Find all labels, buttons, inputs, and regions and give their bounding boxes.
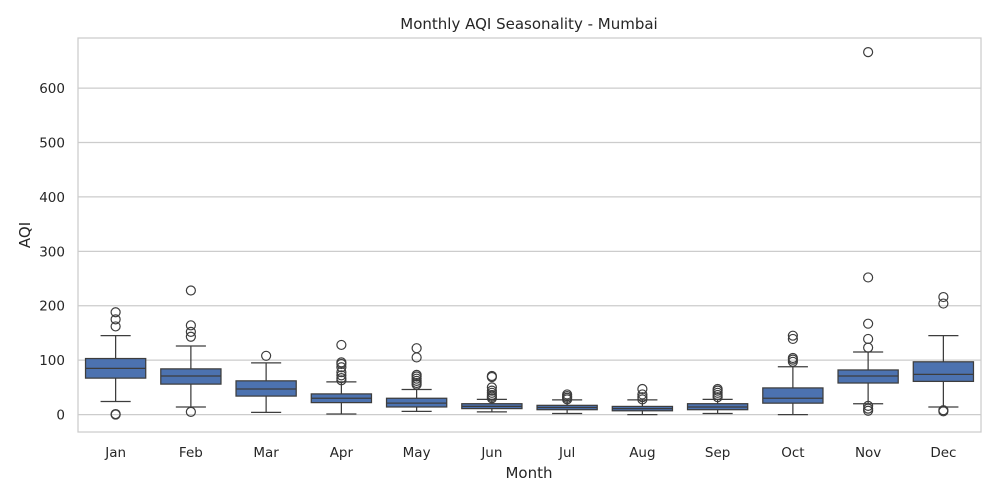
outlier-point: [411, 369, 422, 380]
chart-title: Monthly AQI Seasonality - Mumbai: [400, 15, 657, 33]
outlier-point: [787, 352, 798, 364]
outlier-point: [863, 400, 874, 411]
iqr-box: [762, 387, 824, 404]
outlier-point: [336, 339, 347, 351]
x-axis-label: Month: [505, 464, 552, 482]
outlier-point: [637, 392, 648, 403]
box-dec: [912, 291, 975, 417]
outlier-point: [486, 370, 497, 382]
box-jul: [536, 389, 598, 415]
outlier-point: [185, 320, 196, 331]
outlier-point: [185, 285, 196, 296]
outlier-point: [110, 314, 121, 325]
x-tick-label-jan: Jan: [104, 445, 126, 461]
x-tick-label-aug: Aug: [629, 445, 655, 461]
outlier-point: [261, 350, 272, 361]
outlier-point: [110, 409, 121, 420]
x-tick-label-dec: Dec: [930, 445, 956, 461]
box-may: [385, 343, 448, 412]
y-tick-label-0: 0: [56, 408, 65, 424]
y-axis-ticks: 0 100 200 300 400 500 600: [39, 81, 65, 424]
x-axis-ticks: Jan Feb Mar Apr May Jun Jul Aug Sep Oct Nov Dec: [104, 445, 956, 461]
outlier-point: [637, 389, 648, 400]
outlier-point: [562, 389, 573, 400]
box-mar: [235, 350, 297, 414]
x-tick-label-jul: Jul: [558, 445, 575, 461]
outlier-point: [185, 326, 196, 337]
iqr-box: [912, 361, 975, 383]
y-tick-label-400: 400: [39, 190, 65, 206]
outlier-point: [787, 333, 798, 345]
outlier-point: [863, 403, 874, 414]
box-jan: [84, 307, 147, 420]
outlier-point: [938, 405, 949, 416]
y-tick-label-600: 600: [39, 81, 65, 97]
x-tick-label-apr: Apr: [330, 445, 354, 461]
outlier-point: [938, 298, 949, 309]
x-tick-label-jun: Jun: [480, 445, 502, 461]
y-axis-label: AQI: [16, 222, 34, 248]
y-tick-label-500: 500: [39, 135, 65, 151]
outlier-point: [712, 383, 723, 395]
outlier-point: [486, 385, 497, 396]
box-feb: [160, 285, 222, 417]
x-tick-label-feb: Feb: [179, 445, 203, 461]
outlier-point: [863, 47, 874, 58]
y-tick-label-300: 300: [39, 244, 65, 260]
x-tick-label-may: May: [403, 445, 431, 461]
box-oct: [762, 330, 824, 416]
box-jun: [461, 370, 523, 413]
box-sep: [686, 383, 749, 415]
plot-area: [77, 37, 982, 433]
outlier-point: [336, 362, 347, 373]
x-tick-label-nov: Nov: [855, 445, 881, 461]
outlier-point: [637, 383, 648, 395]
outlier-point: [787, 330, 798, 341]
boxes: [84, 47, 975, 420]
outlier-point: [938, 291, 949, 303]
outlier-point: [185, 406, 196, 417]
outlier-point: [863, 333, 874, 345]
y-tick-label-100: 100: [39, 353, 65, 369]
outlier-point: [863, 272, 874, 283]
outlier-point: [336, 370, 347, 381]
y-tick-label-200: 200: [39, 299, 65, 315]
outlier-point: [336, 357, 347, 368]
outlier-point: [863, 318, 874, 329]
x-tick-label-mar: Mar: [253, 445, 279, 461]
outlier-point: [336, 367, 347, 378]
box-nov: [837, 47, 899, 416]
outlier-point: [110, 307, 121, 318]
outlier-point: [185, 331, 196, 342]
outlier-point: [411, 343, 422, 354]
x-tick-label-sep: Sep: [705, 445, 730, 461]
outlier-point: [336, 373, 347, 384]
box-apr: [310, 339, 373, 415]
grid-lines: [78, 87, 981, 416]
box-aug: [611, 383, 674, 416]
outlier-point: [486, 382, 497, 393]
outlier-point: [110, 321, 121, 332]
x-tick-label-oct: Oct: [781, 445, 804, 461]
